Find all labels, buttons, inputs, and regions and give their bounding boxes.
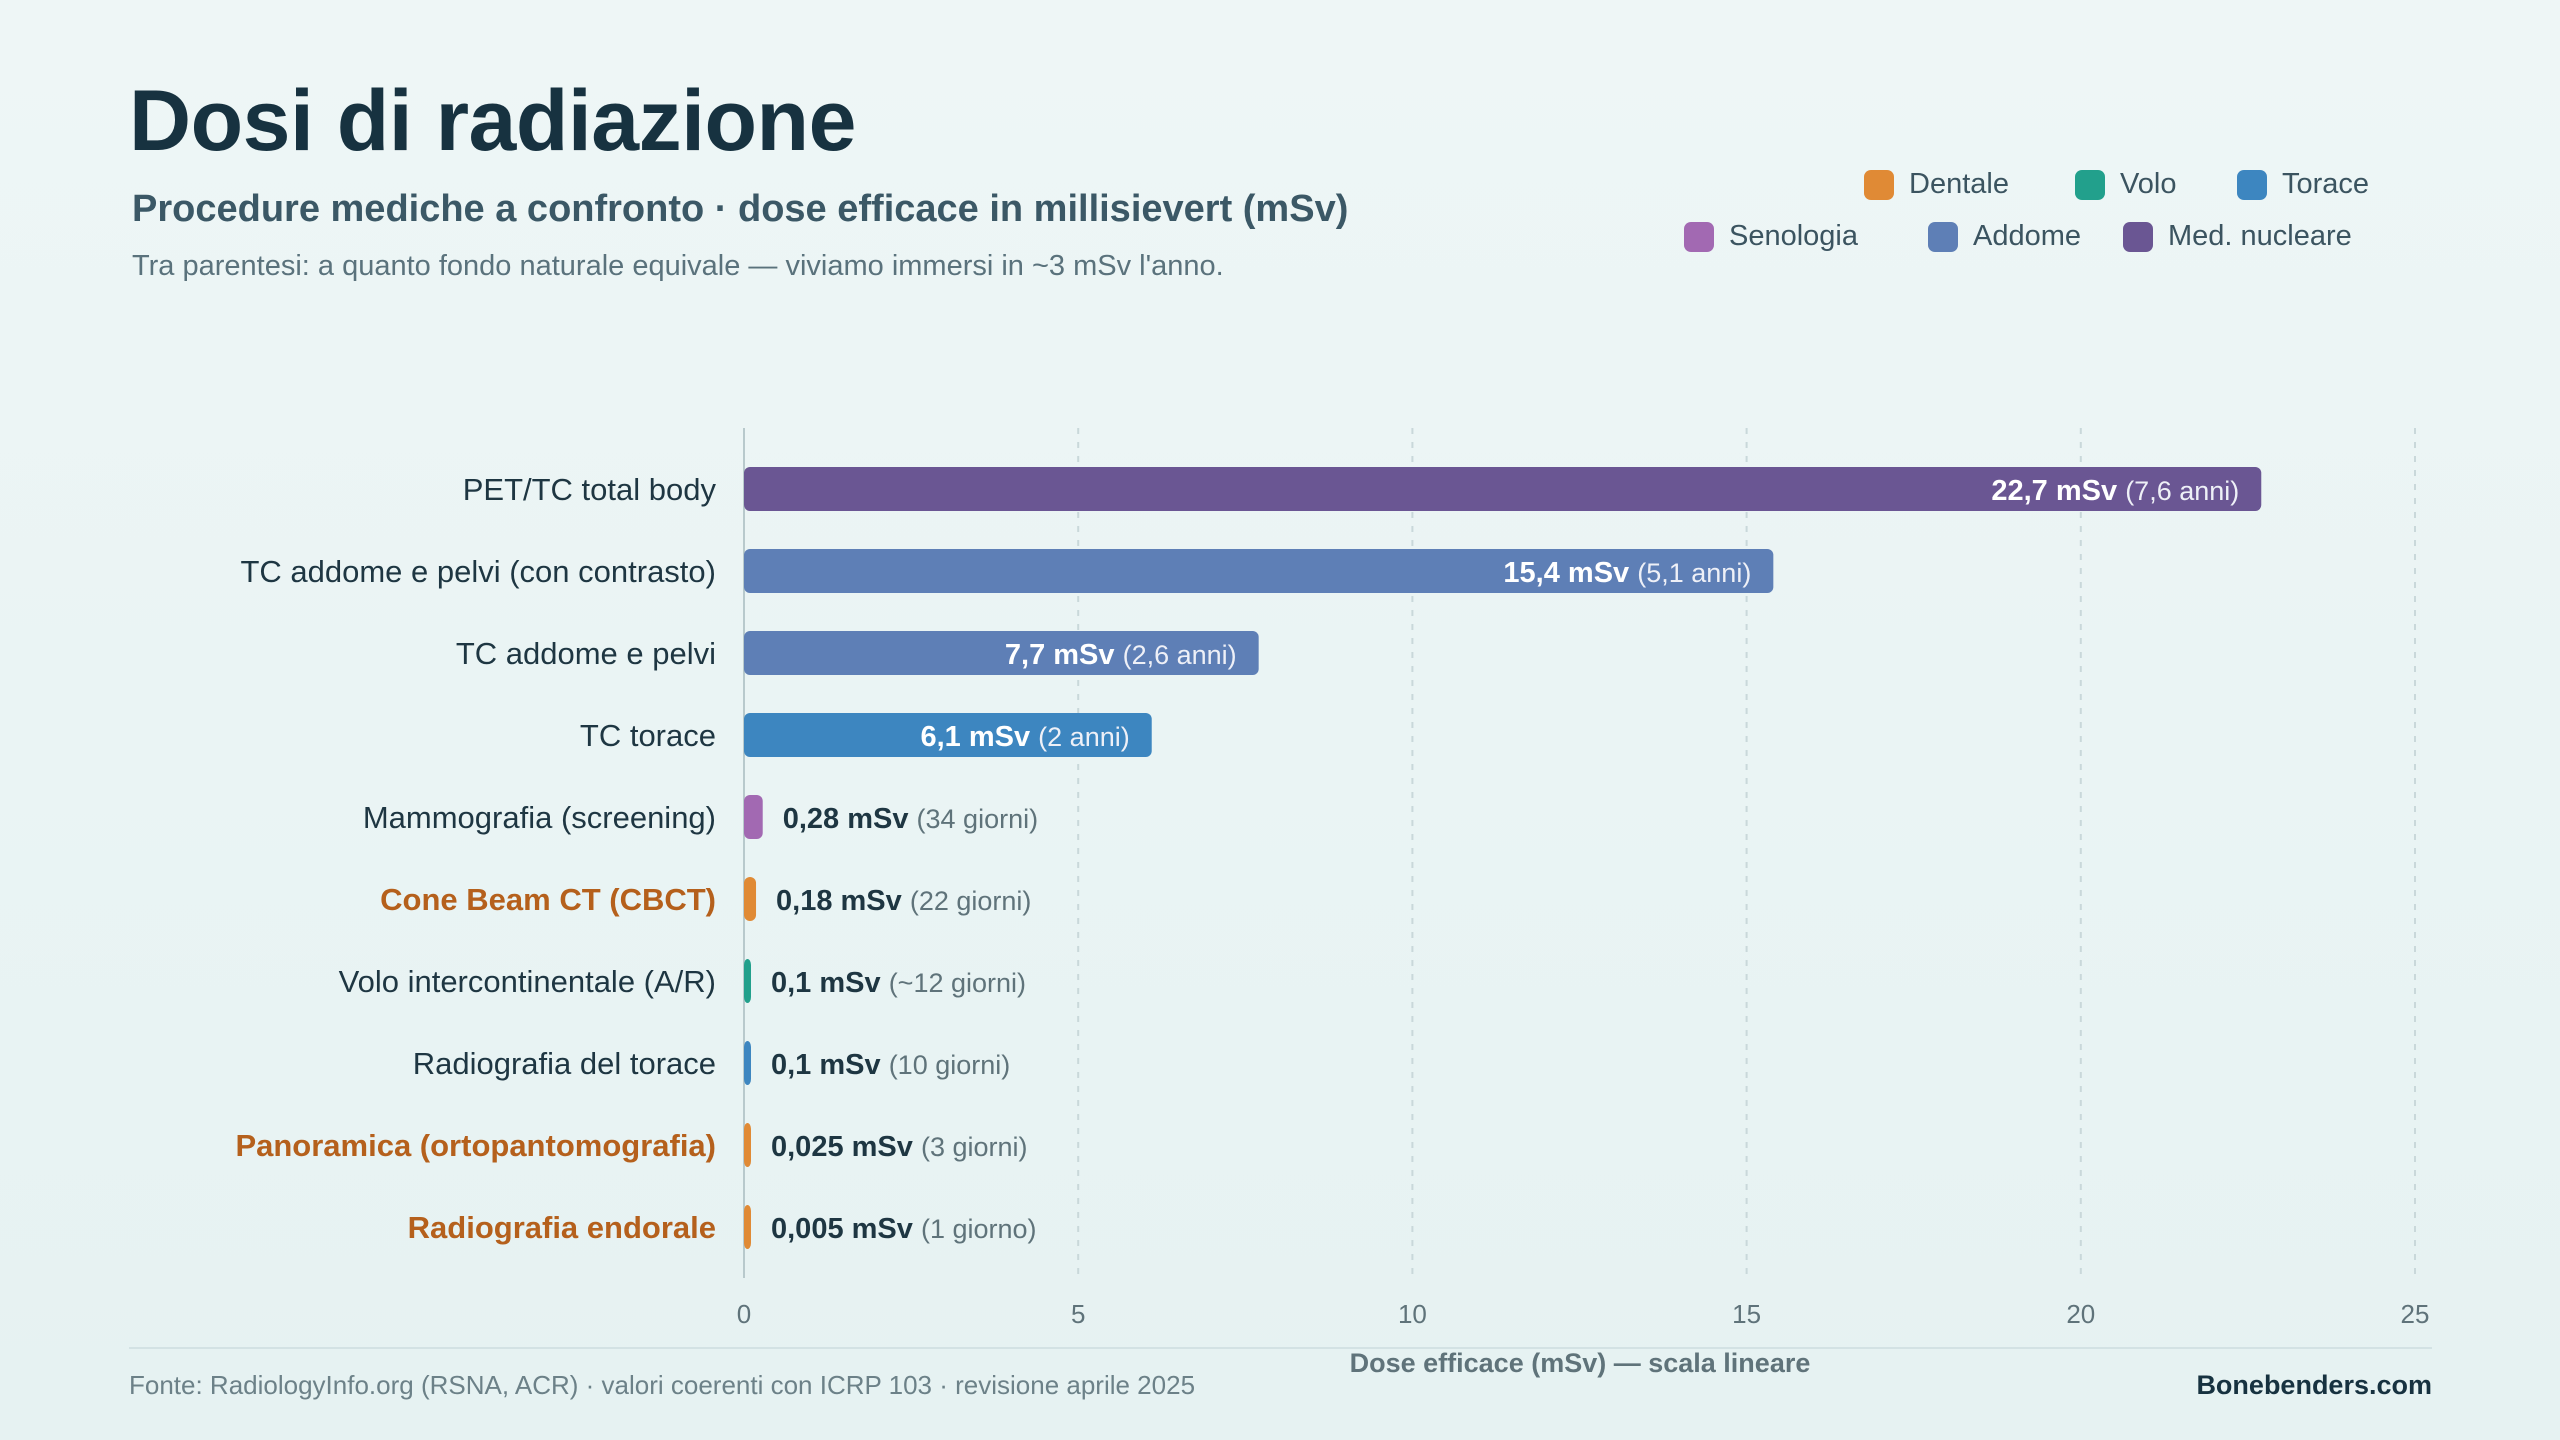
- bar: [744, 467, 2262, 511]
- value-label-equivalent: (34 giorni): [917, 804, 1039, 834]
- legend-swatch: [1864, 169, 1894, 200]
- legend-label: Senologia: [1729, 220, 1858, 252]
- value-label-dose: 0,005 mSv: [771, 1213, 921, 1245]
- page-note: Tra parentesi: a quanto fondo naturale e…: [132, 250, 1224, 282]
- footer-source: Fonte: RadiologyInfo.org (RSNA, ACR) · v…: [129, 1370, 1196, 1400]
- category-label: Cone Beam CT (CBCT): [380, 882, 716, 917]
- value-label-dose: 6,1 mSv: [920, 721, 1038, 753]
- value-label-dose: 0,18 mSv: [776, 885, 910, 917]
- legend-swatch: [2123, 221, 2153, 252]
- value-label-dose: 7,7 mSv: [1005, 639, 1123, 671]
- legend-item-addome: Addome: [1928, 220, 2081, 253]
- category-label: Volo intercontinentale (A/R): [339, 964, 716, 999]
- x-tick-label: 0: [737, 1299, 751, 1329]
- x-tick-label: 10: [1398, 1299, 1427, 1329]
- value-label-dose: 0,1 mSv: [771, 1049, 889, 1081]
- footer-divider: [129, 1347, 2432, 1349]
- value-label-equivalent: (1 giorno): [921, 1214, 1037, 1244]
- bar: [744, 713, 1152, 757]
- legend-swatch: [2237, 169, 2267, 200]
- bar: [744, 1041, 751, 1085]
- value-label-dose: 0,025 mSv: [771, 1131, 921, 1163]
- value-label-equivalent: (2 anni): [1038, 722, 1130, 752]
- legend-item-senologia: Senologia: [1684, 220, 1858, 253]
- value-label-equivalent: (5,1 anni): [1637, 558, 1751, 588]
- category-label: PET/TC total body: [463, 472, 717, 507]
- legend-item-volo: Volo: [2075, 168, 2176, 201]
- legend-swatch: [1684, 221, 1714, 252]
- value-label: 0,1 mSv (10 giorni): [771, 1049, 1010, 1081]
- bar: [744, 631, 1259, 675]
- value-label-equivalent: (22 giorni): [910, 886, 1032, 916]
- category-label: Mammografia (screening): [363, 800, 716, 835]
- bar: [744, 877, 757, 921]
- legend-label: Dentale: [1909, 168, 2009, 200]
- x-tick-label: 25: [2401, 1299, 2430, 1329]
- value-label-dose: 0,1 mSv: [771, 967, 889, 999]
- value-label-equivalent: (2,6 anni): [1123, 640, 1237, 670]
- page-subtitle: Procedure mediche a confronto · dose eff…: [132, 188, 1349, 230]
- category-label: TC addome e pelvi: [456, 636, 716, 671]
- x-tick-label: 20: [2066, 1299, 2095, 1329]
- category-label: TC torace: [580, 718, 716, 753]
- legend-label: Med. nucleare: [2168, 220, 2352, 252]
- x-tick-label: 5: [1071, 1299, 1085, 1329]
- value-label: 7,7 mSv (2,6 anni): [1005, 639, 1237, 671]
- legend-item-torace: Torace: [2237, 168, 2369, 201]
- bar: [744, 1123, 751, 1167]
- legend-swatch: [2075, 169, 2105, 200]
- category-label: Radiografia del torace: [413, 1046, 716, 1081]
- value-label: 6,1 mSv (2 anni): [920, 721, 1129, 753]
- legend-swatch: [1928, 221, 1958, 252]
- value-label-dose: 22,7 mSv: [1991, 475, 2125, 507]
- category-label: Radiografia endorale: [408, 1210, 716, 1245]
- value-label: 0,025 mSv (3 giorni): [771, 1131, 1028, 1163]
- value-label-dose: 0,28 mSv: [783, 803, 917, 835]
- value-label-dose: 15,4 mSv: [1503, 557, 1637, 589]
- value-label: 15,4 mSv (5,1 anni): [1503, 557, 1751, 589]
- page-title: Dosi di radiazione: [129, 73, 856, 169]
- x-tick-label: 15: [1732, 1299, 1761, 1329]
- value-label-equivalent: (7,6 anni): [2125, 476, 2239, 506]
- legend-label: Volo: [2120, 168, 2177, 200]
- bar: [744, 1205, 751, 1249]
- category-label: Panoramica (ortopantomografia): [235, 1128, 716, 1163]
- value-label: 22,7 mSv (7,6 anni): [1991, 475, 2239, 507]
- value-label: 0,005 mSv (1 giorno): [771, 1213, 1037, 1245]
- bar: [744, 549, 1774, 593]
- legend-item-dentale: Dentale: [1864, 168, 2009, 201]
- bar: [744, 959, 751, 1003]
- value-label: 0,28 mSv (34 giorni): [783, 803, 1038, 835]
- legend-label: Addome: [1973, 220, 2082, 252]
- category-label: TC addome e pelvi (con contrasto): [240, 554, 716, 589]
- value-label: 0,18 mSv (22 giorni): [776, 885, 1031, 917]
- legend-label: Torace: [2282, 168, 2370, 200]
- value-label-equivalent: (~12 giorni): [889, 968, 1026, 998]
- value-label-equivalent: (3 giorni): [921, 1132, 1028, 1162]
- bar: [744, 795, 763, 839]
- x-axis-label: Dose efficace (mSv) — scala lineare: [1350, 1348, 1811, 1378]
- value-label: 0,1 mSv (~12 giorni): [771, 967, 1026, 999]
- legend-item-med-nucleare: Med. nucleare: [2123, 220, 2352, 253]
- value-label-equivalent: (10 giorni): [889, 1050, 1011, 1080]
- footer-brand: Bonebenders.com: [2196, 1370, 2432, 1400]
